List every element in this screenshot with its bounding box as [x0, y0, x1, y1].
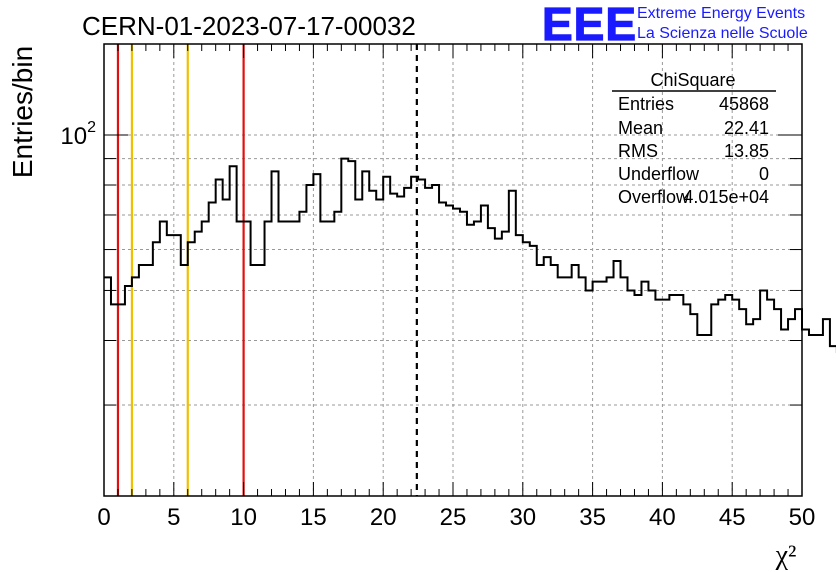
y-axis-label: Entries/bin: [7, 46, 38, 178]
stats-label-overflow: Overflow: [618, 187, 690, 207]
stats-value-entries: 45868: [719, 94, 769, 114]
stats-value-rms: 13.85: [724, 141, 769, 161]
x-tick-label: 40: [649, 504, 676, 531]
histogram-line: [104, 157, 836, 354]
stats-label-rms: RMS: [618, 141, 658, 161]
x-axis-label: χ²: [775, 540, 797, 571]
eee-logo: EEE Extreme Energy Events La Scienza nel…: [541, 0, 808, 51]
x-tick-label: 10: [230, 504, 257, 531]
x-tick-label: 0: [97, 504, 110, 531]
chart-title: CERN-01-2023-07-17-00032: [82, 11, 416, 41]
y-axis: 102: [60, 119, 802, 497]
stats-box: ChiSquare Entries 45868 Mean 22.41 RMS 1…: [612, 70, 776, 207]
histogram-series: [104, 157, 836, 354]
x-tick-label: 35: [579, 504, 606, 531]
x-tick-label: 45: [719, 504, 746, 531]
x-axis: 0 5 10 15 20 25 30 35 40 45 50: [97, 44, 815, 531]
y-tick-label: 102: [60, 119, 96, 150]
x-tick-label: 15: [300, 504, 327, 531]
stats-label-entries: Entries: [618, 94, 674, 114]
eee-logo-mark: EEE: [542, 0, 637, 50]
x-tick-label: 25: [440, 504, 467, 531]
stats-label-mean: Mean: [618, 118, 663, 138]
x-tick-label: 30: [509, 504, 536, 531]
marker-lines: [116, 44, 418, 496]
stats-label-underflow: Underflow: [618, 164, 700, 184]
eee-logo-line2: La Scienza nelle Scuole: [637, 25, 808, 42]
stats-value-underflow: 0: [759, 164, 769, 184]
x-tick-label: 20: [370, 504, 397, 531]
x-tick-label: 50: [789, 504, 816, 531]
plot-area: [104, 44, 802, 496]
eee-logo-line1: Extreme Energy Events: [637, 5, 805, 22]
stats-value-mean: 22.41: [724, 118, 769, 138]
stats-value-overflow: 4.015e+04: [683, 187, 769, 207]
x-tick-label: 5: [167, 504, 180, 531]
stats-box-title: ChiSquare: [650, 70, 735, 90]
